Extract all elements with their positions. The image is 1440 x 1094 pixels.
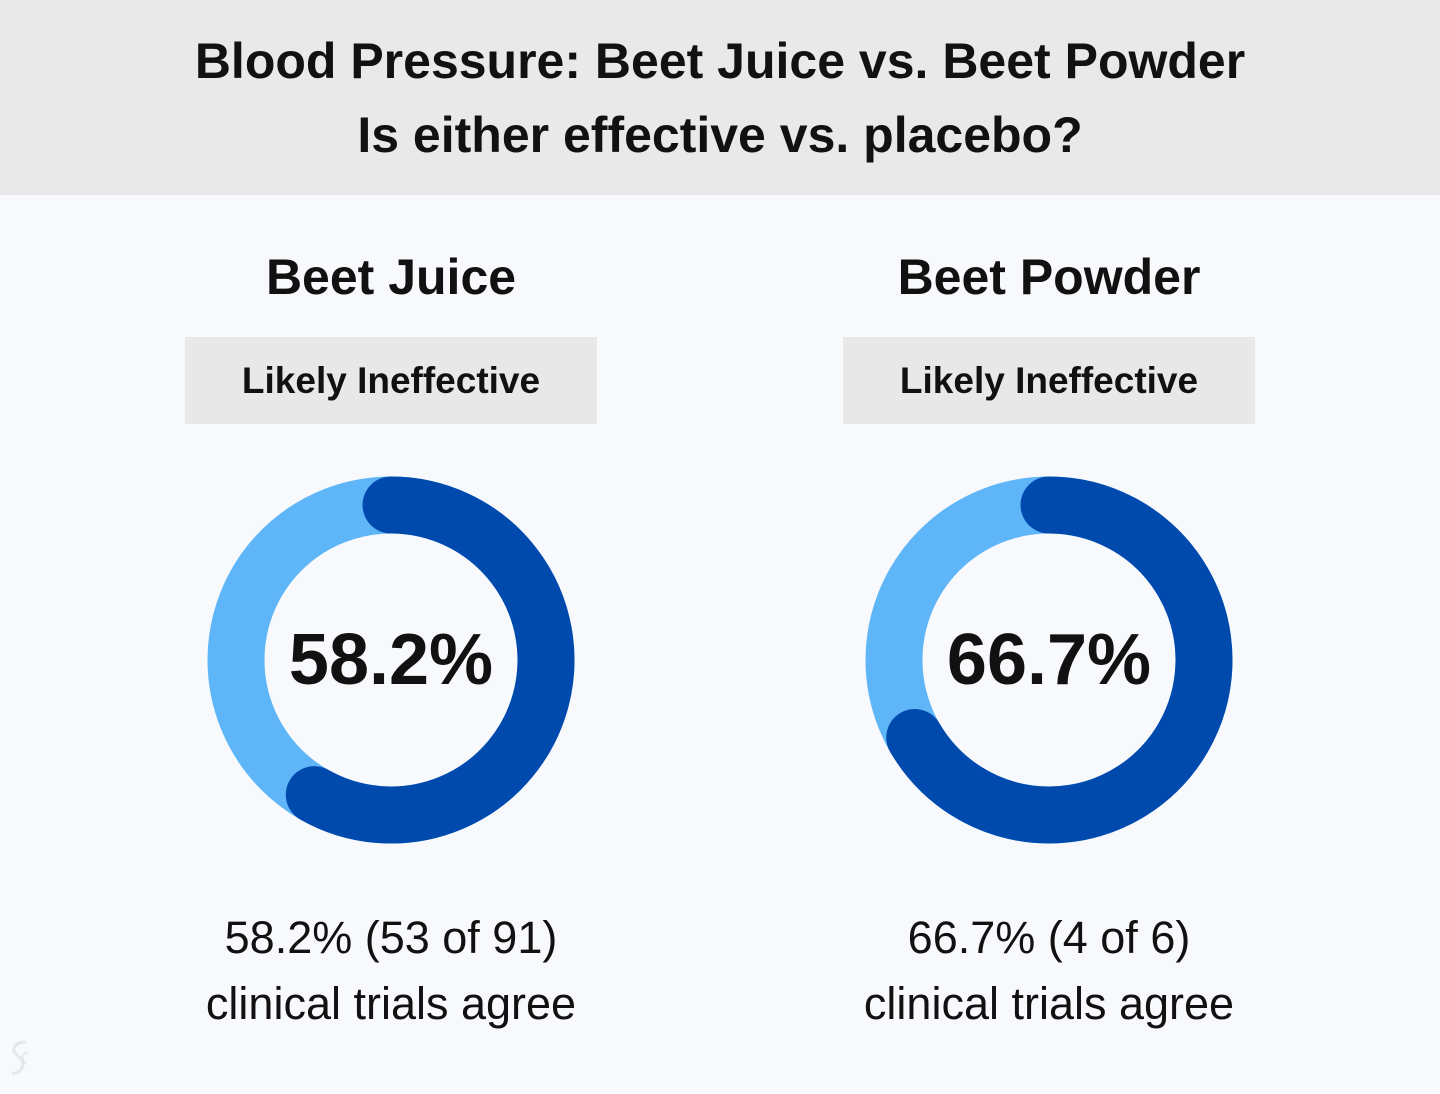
page-subtitle: Is either effective vs. placebo? [357,106,1083,163]
page-title: Blood Pressure: Beet Juice vs. Beet Powd… [194,32,1246,89]
beet-juice-panel: Beet Juice Likely Ineffective 58.2% 58.2… [61,195,721,1094]
verdict-badge: Likely Ineffective [185,337,597,424]
beet-powder-panel: Beet Powder Likely Ineffective 66.7% 66.… [719,195,1379,1094]
verdict-badge: Likely Ineffective [843,337,1255,424]
donut-chart [865,476,1233,844]
header: Blood Pressure: Beet Juice vs. Beet Powd… [0,0,1440,195]
donut-center-label: 58.2% [288,620,494,700]
donut-chart [207,476,575,844]
donut-agree-segment [886,476,1233,844]
logo-watermark-icon [11,1040,29,1076]
caption: 66.7% (4 of 6) clinical trials agree [719,905,1379,1037]
panel-title: Beet Powder [897,249,1201,305]
caption-text: clinical trials agree [863,978,1235,1029]
caption-percent: 66.7% (4 of 6) [907,912,1191,963]
panel-title: Beet Juice [265,249,517,305]
caption: 58.2% (53 of 91) clinical trials agree [61,905,721,1037]
donut-center-label: 66.7% [946,620,1152,700]
caption-percent: 58.2% (53 of 91) [224,912,558,963]
caption-text: clinical trials agree [205,978,577,1029]
donut-agree-segment [285,476,575,844]
